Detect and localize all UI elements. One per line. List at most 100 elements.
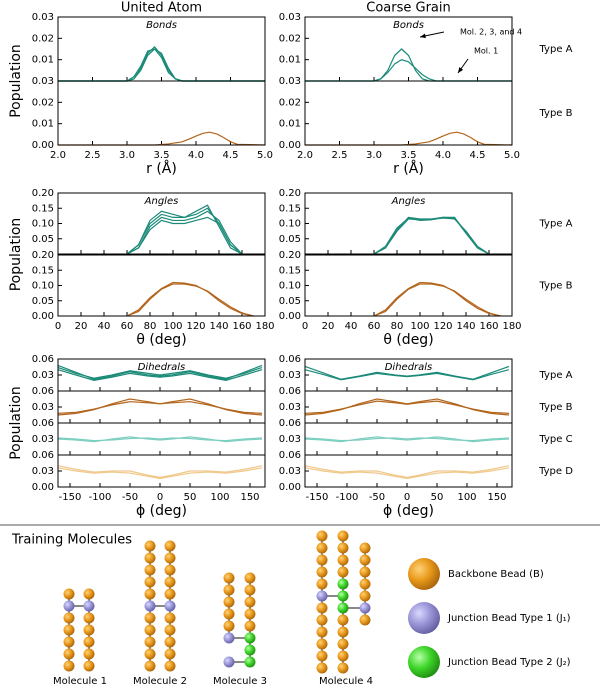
series-line [58, 48, 265, 82]
series-line [373, 283, 501, 317]
x-tick-label: -150 [59, 492, 82, 503]
panel-title: Angles [391, 196, 426, 207]
bead [408, 646, 440, 678]
bead [359, 542, 371, 554]
bead [83, 648, 95, 660]
y-tick-label: 0.10 [279, 219, 301, 230]
y-tick-label: 0.15 [32, 203, 54, 214]
bead [144, 612, 156, 624]
x-tick-label: 50 [184, 492, 197, 503]
bead [337, 590, 349, 602]
series-line [305, 59, 512, 82]
bead [164, 600, 176, 612]
panel-frame [304, 390, 513, 424]
bead [359, 554, 371, 566]
series-line [57, 436, 263, 443]
y-tick-label: 0.20 [279, 250, 301, 261]
bead [144, 552, 156, 564]
bead [337, 614, 349, 626]
bead [63, 660, 75, 672]
bead [223, 584, 235, 596]
bead [144, 588, 156, 600]
bead [337, 650, 349, 662]
series-line [304, 467, 510, 480]
x-axis-label: θ (deg) [383, 332, 433, 348]
panel-frame [57, 80, 266, 146]
x-tick-label: 4.5 [223, 150, 239, 161]
bead [223, 608, 235, 620]
bead [316, 590, 328, 602]
y-tick-label: 0.01 [279, 55, 301, 66]
bead [144, 600, 156, 612]
y-tick-label: 0.00 [32, 140, 54, 151]
y-tick-label: 0.00 [279, 140, 301, 151]
x-tick-label: 3.5 [401, 150, 417, 161]
y-tick-label: 0.06 [32, 450, 54, 461]
bead [83, 588, 95, 600]
y-tick-label: 0.10 [279, 281, 301, 292]
y-tick-label: 0.05 [279, 234, 301, 245]
y-tick-label: 0.06 [32, 386, 54, 397]
bead [164, 648, 176, 660]
y-tick-label: 0.15 [32, 265, 54, 276]
series-line [126, 283, 254, 317]
x-tick-label: 2.0 [297, 150, 313, 161]
x-tick-label: -50 [369, 492, 385, 503]
series-line [304, 398, 510, 416]
panel-title: Angles [144, 196, 179, 207]
y-tick-label: 0.15 [279, 203, 301, 214]
bead [164, 588, 176, 600]
x-tick-label: 140 [456, 321, 475, 332]
y-tick-label: 0.06 [279, 386, 301, 397]
x-tick-label: 4.0 [435, 150, 451, 161]
y-tick-label: 0.10 [32, 219, 54, 230]
bead [337, 638, 349, 650]
panel-frame [57, 254, 266, 317]
x-tick-label: 2.5 [332, 150, 348, 161]
bead [408, 558, 440, 590]
bead [164, 660, 176, 672]
series-line [57, 398, 263, 416]
bead [316, 530, 328, 542]
bead [144, 660, 156, 672]
x-axis-label: r (Å) [393, 160, 424, 177]
y-tick-label: 0.20 [279, 188, 301, 199]
x-tick-label: 140 [209, 321, 228, 332]
bead [316, 650, 328, 662]
bead [164, 624, 176, 636]
series-line [58, 48, 265, 82]
bead [244, 644, 256, 656]
bead [144, 564, 156, 576]
legend-label: Backbone Bead (B) [448, 569, 544, 580]
bead [63, 588, 75, 600]
bead [244, 656, 256, 668]
series-line [373, 216, 490, 255]
series-line [57, 364, 263, 380]
bead [359, 566, 371, 578]
y-tick-label: 0.03 [32, 434, 54, 445]
molecule-label: Molecule 2 [133, 676, 187, 687]
bead [316, 554, 328, 566]
series-line [58, 45, 265, 82]
y-tick-label: 0.00 [32, 311, 54, 322]
y-tick-label: 0.05 [279, 296, 301, 307]
section-title: Training Molecules [11, 533, 132, 548]
x-tick-label: 180 [502, 321, 521, 332]
series-line [373, 217, 490, 255]
bead [144, 624, 156, 636]
x-tick-label: 20 [75, 321, 88, 332]
bead [337, 602, 349, 614]
y-tick-label: 0.03 [279, 12, 301, 23]
x-tick-label: -50 [122, 492, 138, 503]
bead [164, 576, 176, 588]
x-tick-label: 0 [55, 321, 61, 332]
series-line [126, 216, 243, 255]
column-title: Coarse Grain [366, 1, 450, 16]
y-tick-label: 0.20 [32, 188, 54, 199]
series-line [57, 366, 263, 379]
y-tick-label: 0.02 [279, 33, 301, 44]
series-line [304, 437, 510, 442]
arrow-head [458, 67, 464, 73]
bead [164, 612, 176, 624]
bead [223, 656, 235, 668]
